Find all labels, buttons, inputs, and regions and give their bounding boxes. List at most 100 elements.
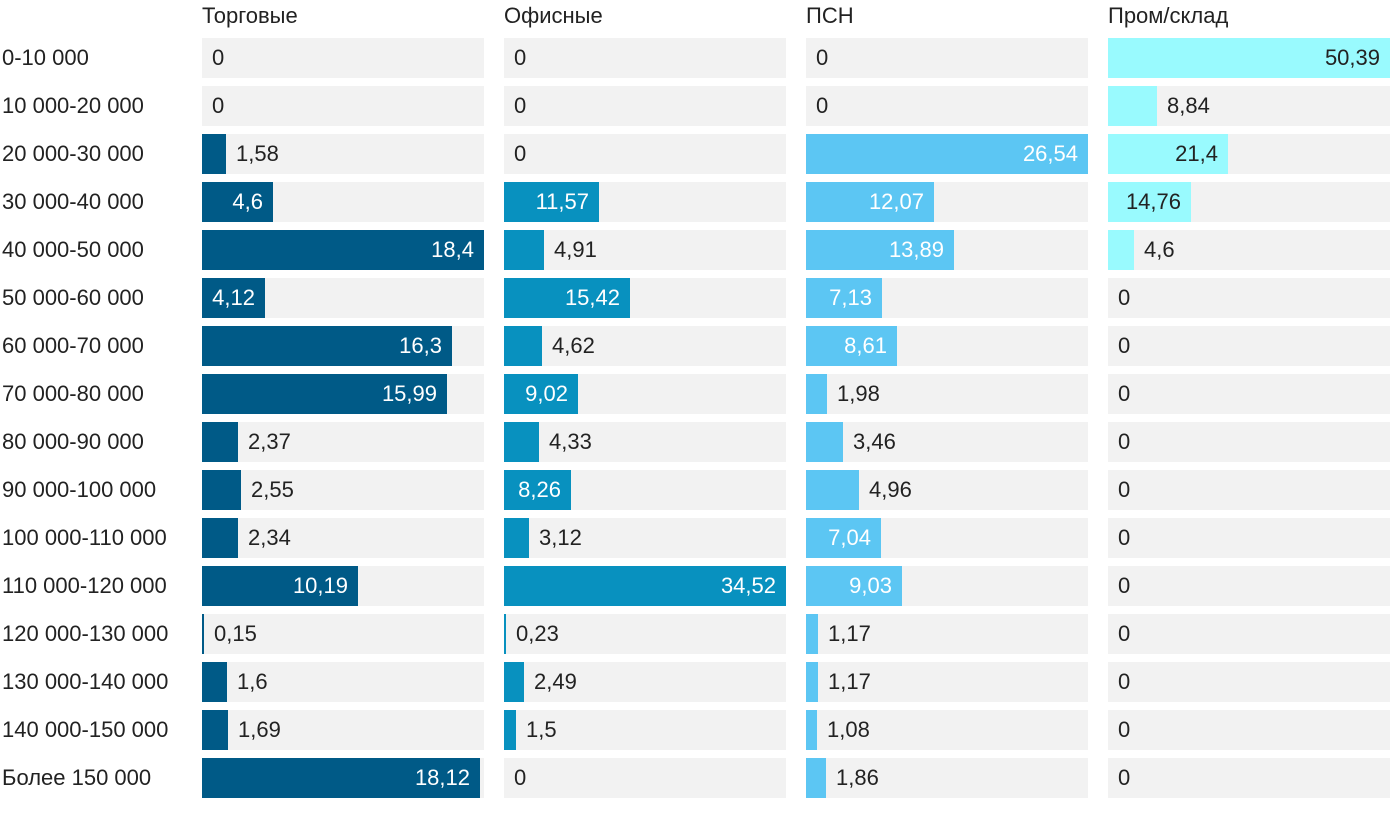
- row-label-3: 20 000-30 000: [2, 141, 144, 166]
- data-label: 1,98: [837, 381, 880, 406]
- bar-3-14: [806, 662, 818, 702]
- bar-track: 1,69: [202, 710, 484, 750]
- data-label: 1,6: [237, 669, 268, 694]
- bar-track: 12,07: [806, 182, 1088, 222]
- bar-track: 18,12: [202, 758, 484, 798]
- data-label: 0: [1118, 429, 1131, 454]
- bar-track: 7,13: [806, 278, 1088, 318]
- bar-track: 9,02: [504, 374, 786, 414]
- data-label: 1,58: [236, 141, 279, 166]
- row-label-9: 80 000-90 000: [2, 429, 144, 454]
- bar-track: 2,34: [202, 518, 484, 558]
- data-label: 0: [1118, 285, 1131, 310]
- data-label: 11,57: [535, 189, 589, 214]
- data-label: 7,13: [829, 285, 872, 310]
- data-label: 2,34: [248, 525, 291, 550]
- bar-track: 2,49: [504, 662, 786, 702]
- bar-3-12: [806, 566, 902, 606]
- bar-track: 4,6: [202, 182, 484, 222]
- bar-track: 4,96: [806, 470, 1088, 510]
- data-label: 1,86: [836, 765, 879, 790]
- bar-track: 1,58: [202, 134, 484, 174]
- data-label: 0,23: [516, 621, 559, 646]
- data-label: 0: [1118, 717, 1131, 742]
- bar-track: 1,5: [504, 710, 786, 750]
- bar-track: 4,6: [1108, 230, 1390, 270]
- bar-track: 2,55: [202, 470, 484, 510]
- bar-track: 21,4: [1108, 134, 1390, 174]
- bar-track: 34,52: [504, 566, 786, 606]
- row-label-6: 50 000-60 000: [2, 285, 144, 310]
- data-label: 0: [514, 765, 527, 790]
- data-label: 8,84: [1167, 93, 1210, 118]
- bar-2-7: [504, 326, 542, 366]
- bar-track: 15,42: [504, 278, 786, 318]
- row-label-15: 140 000-150 000: [2, 717, 169, 742]
- bar-track: 0: [806, 86, 1088, 126]
- bar-track: 2,37: [202, 422, 484, 462]
- bar-track: 0: [202, 86, 484, 126]
- data-label: 16,3: [399, 333, 442, 358]
- bar-track: 0: [1108, 422, 1390, 462]
- data-label: 4,96: [869, 477, 912, 502]
- bar-3-9: [806, 422, 843, 462]
- bar-3-7: [806, 326, 897, 366]
- bar-4-5: [1108, 230, 1134, 270]
- column-title-2: Офисные: [504, 3, 603, 28]
- data-label: 21,4: [1175, 141, 1218, 166]
- data-label: 4,6: [1144, 237, 1175, 262]
- data-label: 2,49: [534, 669, 577, 694]
- data-label: 0,15: [214, 621, 257, 646]
- bar-track: 0: [504, 134, 786, 174]
- data-label: 15,99: [381, 381, 437, 406]
- bar-track: 1,6: [202, 662, 484, 702]
- data-label: 50,39: [1324, 45, 1380, 70]
- bar-track: 0: [1108, 566, 1390, 606]
- data-label: 26,54: [1022, 141, 1078, 166]
- data-label: 0: [1118, 333, 1131, 358]
- bar-track: 8,84: [1108, 86, 1390, 126]
- row-label-7: 60 000-70 000: [2, 333, 144, 358]
- bar-1-11: [202, 518, 238, 558]
- bar-3-8: [806, 374, 827, 414]
- bar-track: 4,12: [202, 278, 484, 318]
- bar-track: 9,03: [806, 566, 1088, 606]
- bar-track: 1,08: [806, 710, 1088, 750]
- data-label: 15,42: [564, 285, 620, 310]
- bar-2-15: [504, 710, 516, 750]
- bar-2-9: [504, 422, 539, 462]
- data-label: 4,62: [552, 333, 595, 358]
- bar-3-5: [806, 230, 954, 270]
- bar-track: 0: [1108, 758, 1390, 798]
- row-label-1: 0-10 000: [2, 45, 89, 70]
- bar-3-16: [806, 758, 826, 798]
- bar-track: 0,15: [202, 614, 484, 654]
- bar-3-15: [806, 710, 817, 750]
- bar-track: 0,23: [504, 614, 786, 654]
- bar-3-11: [806, 518, 881, 558]
- data-label: 4,91: [554, 237, 597, 262]
- bar-track: 0: [1108, 710, 1390, 750]
- data-label: 0: [1118, 765, 1131, 790]
- bar-track: 0: [1108, 614, 1390, 654]
- bar-2-5: [504, 230, 544, 270]
- data-label: 0: [1118, 381, 1131, 406]
- data-label: 18,4: [431, 237, 474, 262]
- bar-track: 26,54: [806, 134, 1088, 174]
- bar-track: 14,76: [1108, 182, 1390, 222]
- data-label: 0: [212, 93, 225, 118]
- bar-track: 8,61: [806, 326, 1088, 366]
- column-title-4: Пром/склад: [1108, 3, 1229, 28]
- bar-track: 0: [504, 86, 786, 126]
- data-label: 0: [514, 141, 527, 166]
- bar-track: 4,62: [504, 326, 786, 366]
- data-label: 9,02: [525, 381, 568, 406]
- bar-track: 7,04: [806, 518, 1088, 558]
- bar-track: 10,19: [202, 566, 484, 606]
- bar-3-6: [806, 278, 882, 318]
- data-label: 10,19: [292, 573, 348, 598]
- bar-track: 15,99: [202, 374, 484, 414]
- bar-track: 0: [1108, 374, 1390, 414]
- bar-3-10: [806, 470, 859, 510]
